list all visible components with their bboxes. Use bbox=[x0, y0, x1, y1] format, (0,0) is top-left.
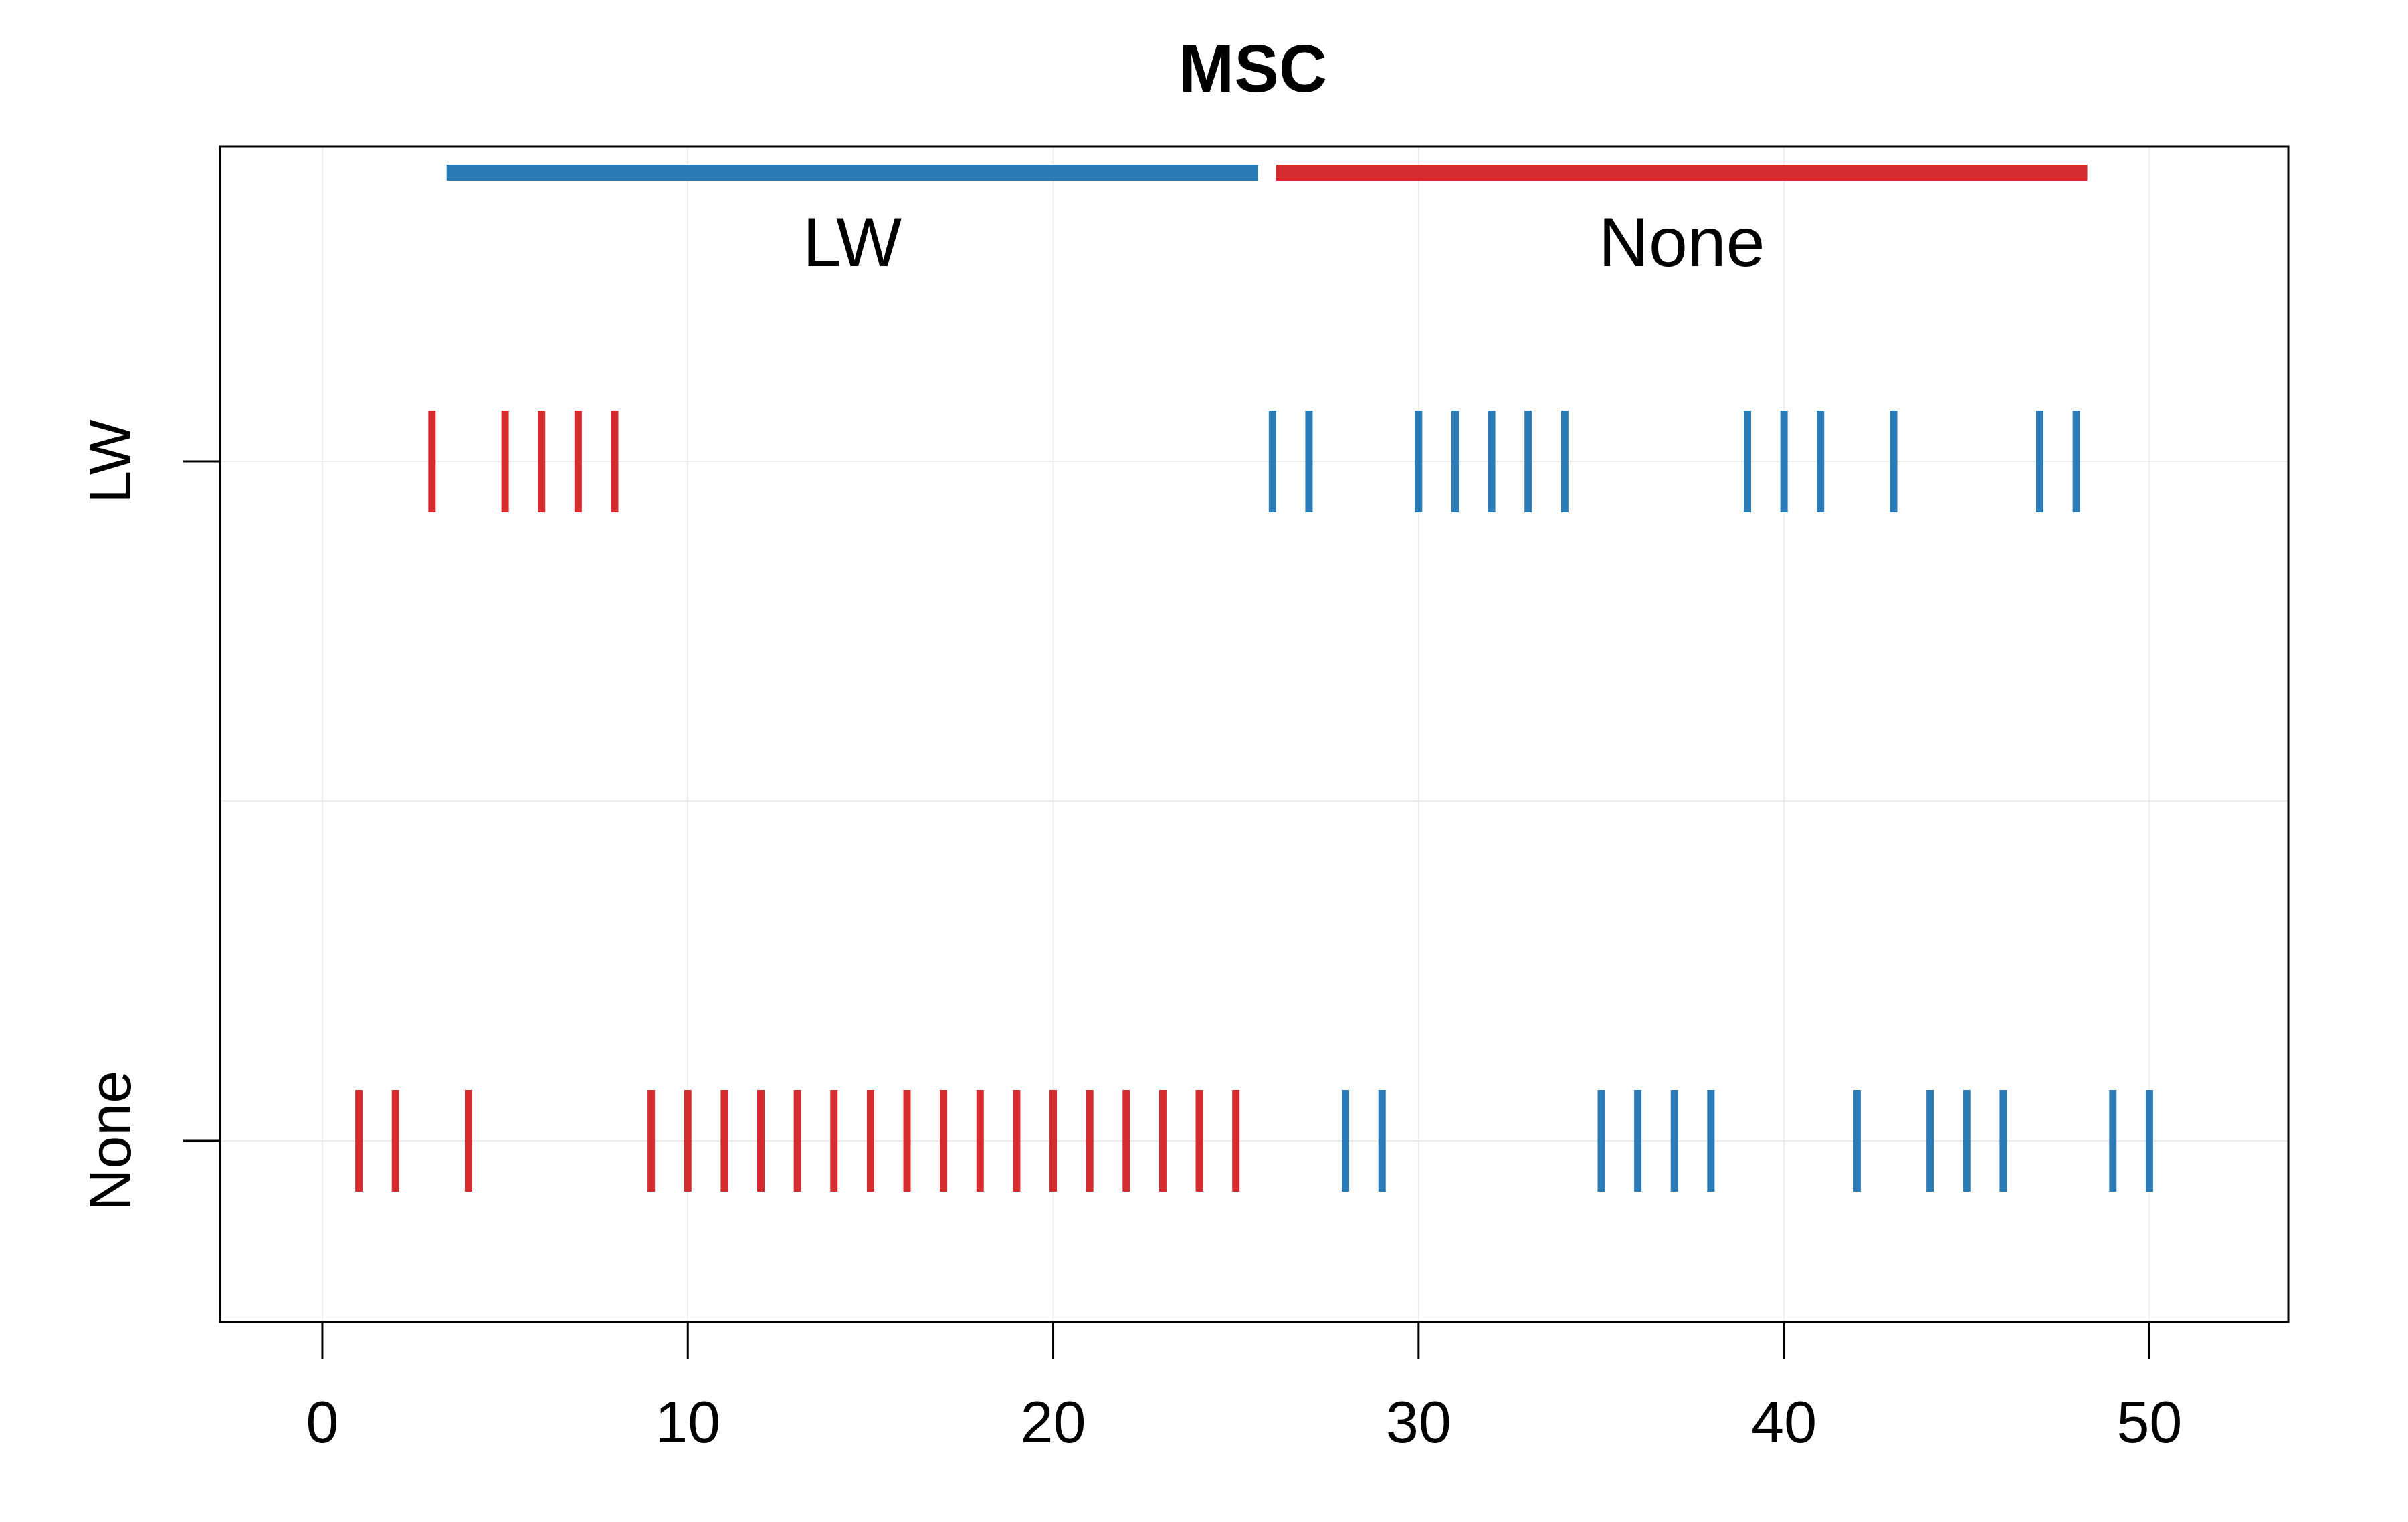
x-tick-label-1: 10 bbox=[655, 1389, 720, 1455]
band-label-lw: LW bbox=[803, 204, 902, 282]
x-tick-label-5: 50 bbox=[2116, 1389, 2182, 1455]
grid bbox=[220, 146, 2288, 1322]
y-tick-label-none: None bbox=[77, 1071, 143, 1211]
x-tick-label-2: 20 bbox=[1021, 1389, 1086, 1455]
bands: LW None bbox=[446, 165, 2088, 282]
plot-frame bbox=[219, 145, 2290, 1323]
y-axis: LW None bbox=[77, 419, 220, 1211]
y-tick-label-lw: LW bbox=[77, 419, 143, 503]
chart-title: MSC bbox=[1179, 31, 1327, 106]
x-tick-label-4: 40 bbox=[1751, 1389, 1817, 1455]
x-axis: 0 10 20 30 40 50 bbox=[306, 1321, 2182, 1455]
band-label-none: None bbox=[1599, 204, 1765, 282]
x-tick-label-0: 0 bbox=[306, 1389, 338, 1455]
x-tick-label-3: 30 bbox=[1386, 1389, 1451, 1455]
event-marks bbox=[355, 411, 2153, 1192]
